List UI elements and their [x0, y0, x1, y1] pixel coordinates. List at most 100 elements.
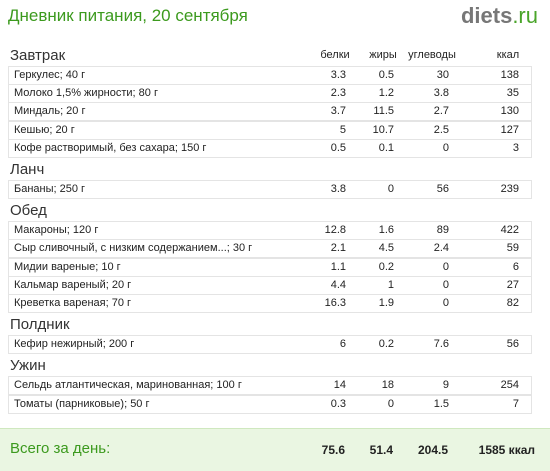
food-value: 138 — [500, 69, 519, 81]
food-value: 2.4 — [433, 242, 449, 255]
total-value: 51.4 — [369, 443, 393, 457]
food-name: Кальмар вареный; 20 г — [14, 278, 132, 291]
total-label: Всего за день: — [10, 440, 111, 457]
food-value: 0 — [442, 297, 449, 309]
food-value: 1 — [387, 278, 394, 291]
food-value: 2.1 — [330, 242, 346, 255]
food-row: Молоко 1,5% жирности; 80 г 2.3 1.2 3.8 35 — [8, 84, 532, 104]
food-value: 56 — [436, 183, 449, 195]
food-name: Кефир нежирный; 200 г — [14, 338, 135, 351]
food-value: 4.4 — [330, 278, 346, 291]
food-value: 59 — [506, 242, 519, 255]
meal-title: Ланч — [10, 161, 45, 178]
food-row: Миндаль; 20 г 3.7 11.5 2.7 130 — [8, 102, 532, 122]
food-value: 127 — [500, 123, 519, 136]
food-row: Сыр сливочный, с низким содержанием...; … — [8, 239, 532, 259]
food-name: Сельдь атлантическая, маринованная; 100 … — [14, 379, 242, 392]
food-name: Томаты (парниковые); 50 г — [14, 397, 150, 410]
food-row: Томаты (парниковые); 50 г 0.3 0 1.5 7 — [8, 394, 532, 414]
food-name: Креветка вареная; 70 г — [14, 297, 132, 309]
food-value: 10.7 — [372, 123, 394, 136]
food-value: 1.1 — [330, 260, 346, 273]
food-value: 2.5 — [433, 123, 449, 136]
food-name: Макароны; 120 г — [14, 224, 99, 237]
food-value: 0 — [387, 397, 394, 410]
food-name: Сыр сливочный, с низким содержанием...; … — [14, 242, 253, 255]
food-value: 0 — [442, 278, 449, 291]
logo[interactable]: diets.ru — [461, 3, 538, 29]
food-value: 16.3 — [324, 297, 346, 309]
food-value: 5 — [339, 123, 346, 136]
food-value: 6 — [339, 338, 346, 351]
food-value: 0.3 — [330, 397, 346, 410]
food-name: Молоко 1,5% жирности; 80 г — [14, 87, 158, 100]
column-header: углеводы — [408, 49, 456, 61]
page-title: Дневник питания, 20 сентября — [8, 6, 248, 25]
food-value: 7 — [512, 397, 519, 410]
food-value: 35 — [506, 87, 519, 100]
food-row: Кефир нежирный; 200 г 6 0.2 7.6 56 — [8, 335, 532, 355]
food-value: 0.5 — [330, 141, 346, 154]
food-value: 1.5 — [433, 397, 449, 410]
food-row: Мидии вареные; 10 г 1.1 0.2 0 6 — [8, 257, 532, 277]
food-value: 9 — [442, 379, 449, 392]
food-value: 27 — [506, 278, 519, 291]
food-value: 3.8 — [330, 183, 346, 195]
food-value: 89 — [436, 224, 449, 237]
logo-main: diets — [460, 3, 513, 28]
food-value: 0.2 — [378, 338, 394, 351]
food-value: 1.6 — [378, 224, 394, 237]
food-value: 14 — [333, 379, 346, 392]
footer-bar — [0, 428, 550, 471]
total-value: 75.6 — [321, 443, 345, 457]
food-value: 0 — [387, 183, 394, 195]
food-value: 7.6 — [433, 338, 449, 351]
food-value: 1.2 — [378, 87, 394, 100]
column-header: ккал — [496, 49, 520, 61]
food-value: 3.3 — [330, 69, 346, 81]
food-row: Бананы; 250 г 3.8 0 56 239 — [8, 180, 532, 199]
food-name: Мидии вареные; 10 г — [14, 260, 121, 273]
total-value: 1585 ккал — [478, 443, 535, 457]
food-value: 0.5 — [378, 69, 394, 81]
food-value: 4.5 — [378, 242, 394, 255]
food-value: 11.5 — [373, 105, 394, 118]
food-value: 2.7 — [433, 105, 449, 118]
food-value: 56 — [506, 338, 519, 351]
food-value: 6 — [512, 260, 519, 273]
food-name: Миндаль; 20 г — [14, 105, 86, 118]
food-value: 2.3 — [330, 87, 346, 100]
food-row: Сельдь атлантическая, маринованная; 100 … — [8, 376, 532, 396]
food-value: 3 — [512, 141, 519, 154]
food-row: Геркулес; 40 г 3.3 0.5 30 138 — [8, 66, 532, 85]
food-value: 422 — [500, 224, 519, 237]
column-header: белки — [320, 49, 350, 61]
food-value: 3.8 — [433, 87, 449, 100]
food-value: 239 — [500, 183, 519, 195]
meal-title: Полдник — [10, 316, 70, 334]
food-row: Креветка вареная; 70 г 16.3 1.9 0 82 — [8, 294, 532, 313]
food-value: 0 — [442, 141, 449, 154]
food-value: 3.7 — [330, 105, 346, 118]
food-value: 130 — [500, 105, 519, 118]
food-value: 12.8 — [324, 224, 346, 237]
food-name: Кофе растворимый, без сахара; 150 г — [14, 141, 207, 154]
food-value: 0.2 — [378, 260, 394, 273]
food-value: 30 — [436, 69, 449, 81]
food-value: 254 — [500, 379, 519, 392]
food-value: 1.9 — [378, 297, 394, 309]
logo-suffix: .ru — [512, 3, 538, 28]
food-name: Бананы; 250 г — [14, 183, 86, 195]
food-row: Кальмар вареный; 20 г 4.4 1 0 27 — [8, 275, 532, 295]
meal-title: Ужин — [10, 357, 46, 375]
meal-title: Обед — [10, 202, 47, 220]
food-row: Кешью; 20 г 5 10.7 2.5 127 — [8, 120, 532, 140]
meal-title: Завтрак — [10, 47, 66, 64]
food-value: 18 — [381, 379, 394, 392]
food-name: Кешью; 20 г — [14, 123, 75, 136]
food-value: 0.1 — [378, 141, 394, 154]
food-row: Макароны; 120 г 12.8 1.6 89 422 — [8, 221, 532, 241]
food-name: Геркулес; 40 г — [14, 69, 86, 81]
food-value: 82 — [506, 297, 519, 309]
